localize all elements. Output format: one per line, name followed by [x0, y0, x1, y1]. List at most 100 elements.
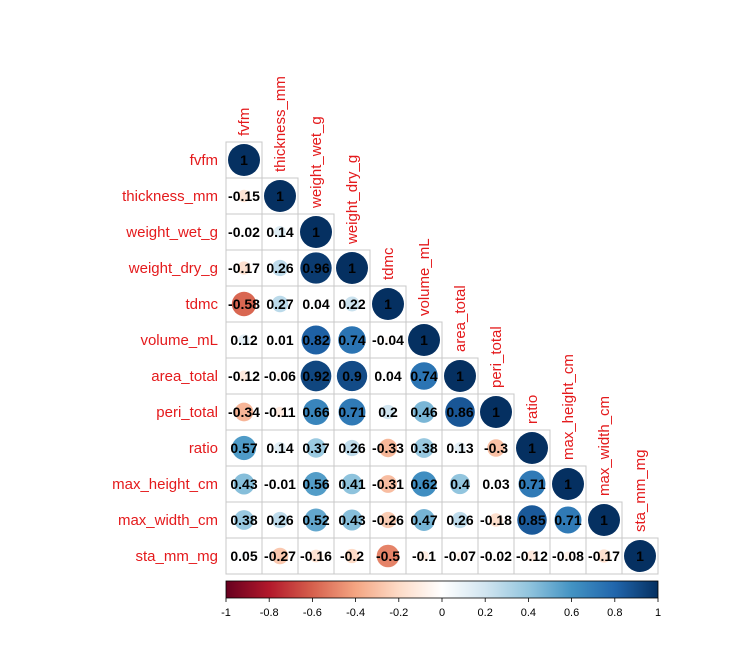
- row-label-volume_mL: volume_mL: [140, 332, 218, 349]
- row-labels: fvfm thickness_mm weight_wet_g weight_dry_g…: [112, 152, 218, 565]
- corr-value-ratio-area_total: 0.13: [446, 440, 473, 456]
- corr-value-area_total-volume_mL: 0.74: [410, 368, 437, 384]
- corr-circle-max_width_cm-area_total: [451, 511, 469, 529]
- corr-circle-ratio-tdmc: [378, 438, 398, 458]
- corr-circle-max_width_cm-max_height_cm: [554, 506, 582, 534]
- row-label-sta_mm_mg: sta_mm_mg: [135, 548, 218, 565]
- corr-value-area_total-weight_dry_g: 0.9: [342, 368, 362, 384]
- colorbar-tick-label: -0.2: [389, 607, 408, 619]
- corr-value-thickness_mm-fvfm: -0.15: [228, 188, 260, 204]
- corr-circle-sta_mm_mg-fvfm: [240, 552, 248, 560]
- corr-value-area_total-weight_wet_g: 0.92: [302, 368, 329, 384]
- corr-value-sta_mm_mg-tdmc: -0.5: [376, 548, 400, 564]
- corr-value-weight_wet_g-weight_wet_g: 1: [312, 224, 320, 240]
- corr-value-tdmc-thickness_mm: 0.27: [266, 296, 293, 312]
- cell-sta_mm_mg-tdmc: [369, 537, 407, 575]
- corr-value-tdmc-weight_wet_g: 0.04: [302, 296, 329, 312]
- corr-circle-ratio-thickness_mm: [274, 442, 286, 454]
- corr-circle-area_total-thickness_mm: [276, 372, 284, 380]
- colorbar-tick-label: 0.8: [607, 607, 622, 619]
- corr-circle-max_height_cm-area_total: [449, 473, 471, 495]
- correlation-cells: 1 -0.15 1 -0.02 0.14 1 -0.17 0.26 0.96 1 -0.58 0.27…: [225, 141, 659, 575]
- corr-value-volume_mL-tdmc: -0.04: [372, 332, 404, 348]
- corr-circle-sta_mm_mg-area_total: [455, 551, 465, 561]
- corr-circle-sta_mm_mg-ratio: [526, 550, 538, 562]
- corr-value-max_height_cm-weight_wet_g: 0.56: [302, 476, 329, 492]
- row-label-area_total: area_total: [151, 368, 218, 385]
- corr-circle-fvfm-fvfm: [228, 144, 260, 176]
- corr-circle-volume_mL-tdmc: [384, 336, 392, 344]
- corr-circle-thickness_mm-fvfm: [237, 189, 251, 203]
- corr-circle-max_width_cm-thickness_mm: [271, 511, 289, 529]
- corr-value-weight_dry_g-fvfm: -0.17: [228, 260, 260, 276]
- corr-circle-weight_dry_g-thickness_mm: [271, 259, 289, 277]
- corr-value-area_total-area_total: 1: [456, 368, 464, 384]
- corr-value-area_total-tdmc: 0.04: [374, 368, 401, 384]
- col-label-weight_dry_g: weight_dry_g: [344, 155, 361, 245]
- corr-value-max_width_cm-thickness_mm: 0.26: [266, 512, 293, 528]
- col-label-max_width_cm: max_width_cm: [596, 396, 613, 496]
- row-label-max_width_cm: max_width_cm: [118, 512, 218, 529]
- corr-value-weight_dry_g-weight_dry_g: 1: [348, 260, 356, 276]
- corr-circle-tdmc-fvfm: [231, 291, 257, 317]
- colorbar-tick-label: 0.4: [521, 607, 536, 619]
- corr-value-max_height_cm-thickness_mm: -0.01: [264, 476, 296, 492]
- corr-circle-thickness_mm-thickness_mm: [264, 180, 296, 212]
- colorbar-gradient: [225, 580, 659, 599]
- colorbar-tick-label: 1: [655, 607, 661, 619]
- corr-value-thickness_mm-thickness_mm: 1: [276, 188, 284, 204]
- row-label-ratio: ratio: [189, 440, 218, 457]
- corr-value-sta_mm_mg-max_width_cm: -0.17: [588, 548, 620, 564]
- corr-value-max_height_cm-area_total: 0.4: [450, 476, 470, 492]
- corr-value-max_width_cm-volume_mL: 0.47: [410, 512, 437, 528]
- corr-value-ratio-ratio: 1: [528, 440, 536, 456]
- corr-circle-ratio-peri_total: [487, 439, 505, 457]
- corr-value-peri_total-fvfm: -0.34: [228, 404, 260, 420]
- corr-circle-max_width_cm-volume_mL: [413, 509, 435, 531]
- corr-circle-peri_total-weight_wet_g: [303, 399, 329, 425]
- corr-circle-volume_mL-fvfm: [238, 334, 250, 346]
- corr-value-weight_dry_g-weight_wet_g: 0.96: [302, 260, 329, 276]
- corr-circle-ratio-area_total: [454, 442, 466, 454]
- corr-value-volume_mL-weight_wet_g: 0.82: [302, 332, 329, 348]
- corr-value-ratio-tdmc: -0.33: [372, 440, 404, 456]
- col-label-thickness_mm: thickness_mm: [272, 76, 289, 172]
- corr-value-sta_mm_mg-weight_dry_g: -0.2: [340, 548, 364, 564]
- colorbar-tick-label: -1: [221, 607, 231, 619]
- corr-circle-sta_mm_mg-peri_total: [493, 553, 499, 559]
- corr-circle-max_height_cm-peri_total: [493, 481, 499, 487]
- col-label-area_total: area_total: [452, 285, 469, 352]
- corr-value-max_width_cm-weight_wet_g: 0.52: [302, 512, 329, 528]
- corr-circle-sta_mm_mg-weight_wet_g: [309, 549, 323, 563]
- corr-value-ratio-volume_mL: 0.38: [410, 440, 437, 456]
- row-label-peri_total: peri_total: [156, 404, 218, 421]
- corr-value-weight_wet_g-fvfm: -0.02: [228, 224, 260, 240]
- corr-value-max_width_cm-weight_dry_g: 0.43: [338, 512, 365, 528]
- corr-value-max_width_cm-tdmc: -0.26: [372, 512, 404, 528]
- corr-value-tdmc-tdmc: 1: [384, 296, 392, 312]
- corr-value-peri_total-weight_dry_g: 0.71: [338, 404, 365, 420]
- corr-circle-weight_wet_g-fvfm: [241, 229, 247, 235]
- corr-circle-area_total-weight_dry_g: [336, 360, 368, 392]
- corr-value-max_height_cm-tdmc: -0.31: [372, 476, 404, 492]
- colorbar-tick-label: 0.2: [478, 607, 493, 619]
- corr-circle-peri_total-peri_total: [480, 396, 512, 428]
- corr-circle-max_height_cm-weight_wet_g: [304, 472, 328, 496]
- corr-circle-area_total-area_total: [444, 360, 476, 392]
- corr-circle-tdmc-thickness_mm: [271, 295, 289, 313]
- corr-value-ratio-fvfm: 0.57: [230, 440, 257, 456]
- corr-circle-max_height_cm-fvfm: [233, 473, 255, 495]
- row-label-weight_wet_g: weight_wet_g: [125, 224, 218, 241]
- row-label-max_height_cm: max_height_cm: [112, 476, 218, 493]
- corr-value-max_height_cm-ratio: 0.71: [518, 476, 545, 492]
- corr-value-weight_wet_g-thickness_mm: 0.14: [266, 224, 293, 240]
- cell-sta_mm_mg-weight_wet_g: [297, 537, 335, 575]
- corr-value-max_height_cm-volume_mL: 0.62: [410, 476, 437, 492]
- corr-circle-sta_mm_mg-weight_dry_g: [344, 548, 360, 564]
- colorbar-tick-label: 0.6: [564, 607, 579, 619]
- corr-circle-max_height_cm-weight_dry_g: [341, 473, 363, 495]
- corr-value-peri_total-tdmc: 0.2: [378, 404, 398, 420]
- corr-circle-weight_dry_g-weight_wet_g: [300, 252, 332, 284]
- corr-value-volume_mL-thickness_mm: 0.01: [266, 332, 293, 348]
